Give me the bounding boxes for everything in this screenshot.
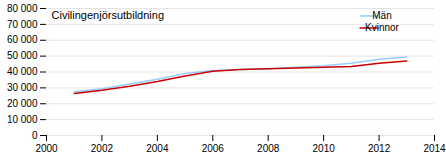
- svg-text:2000: 2000: [35, 143, 58, 154]
- svg-text:2014: 2014: [423, 143, 446, 154]
- svg-text:80 000: 80 000: [7, 3, 38, 14]
- svg-text:50 000: 50 000: [7, 50, 38, 61]
- svg-text:0: 0: [32, 130, 38, 141]
- svg-text:40 000: 40 000: [7, 66, 38, 77]
- svg-text:2010: 2010: [313, 143, 336, 154]
- svg-text:Kvinnor: Kvinnor: [365, 22, 400, 33]
- svg-text:60 000: 60 000: [7, 34, 38, 45]
- svg-text:Civilingenjörsutbildning: Civilingenjörsutbildning: [52, 9, 165, 21]
- svg-text:2012: 2012: [368, 143, 391, 154]
- svg-text:2006: 2006: [202, 143, 225, 154]
- svg-text:30 000: 30 000: [7, 82, 38, 93]
- svg-text:2004: 2004: [146, 143, 169, 154]
- svg-text:2002: 2002: [91, 143, 114, 154]
- svg-text:2008: 2008: [257, 143, 280, 154]
- svg-text:10 000: 10 000: [7, 114, 38, 125]
- svg-text:70 000: 70 000: [7, 19, 38, 30]
- svg-text:20 000: 20 000: [7, 98, 38, 109]
- svg-text:Män: Män: [372, 10, 391, 21]
